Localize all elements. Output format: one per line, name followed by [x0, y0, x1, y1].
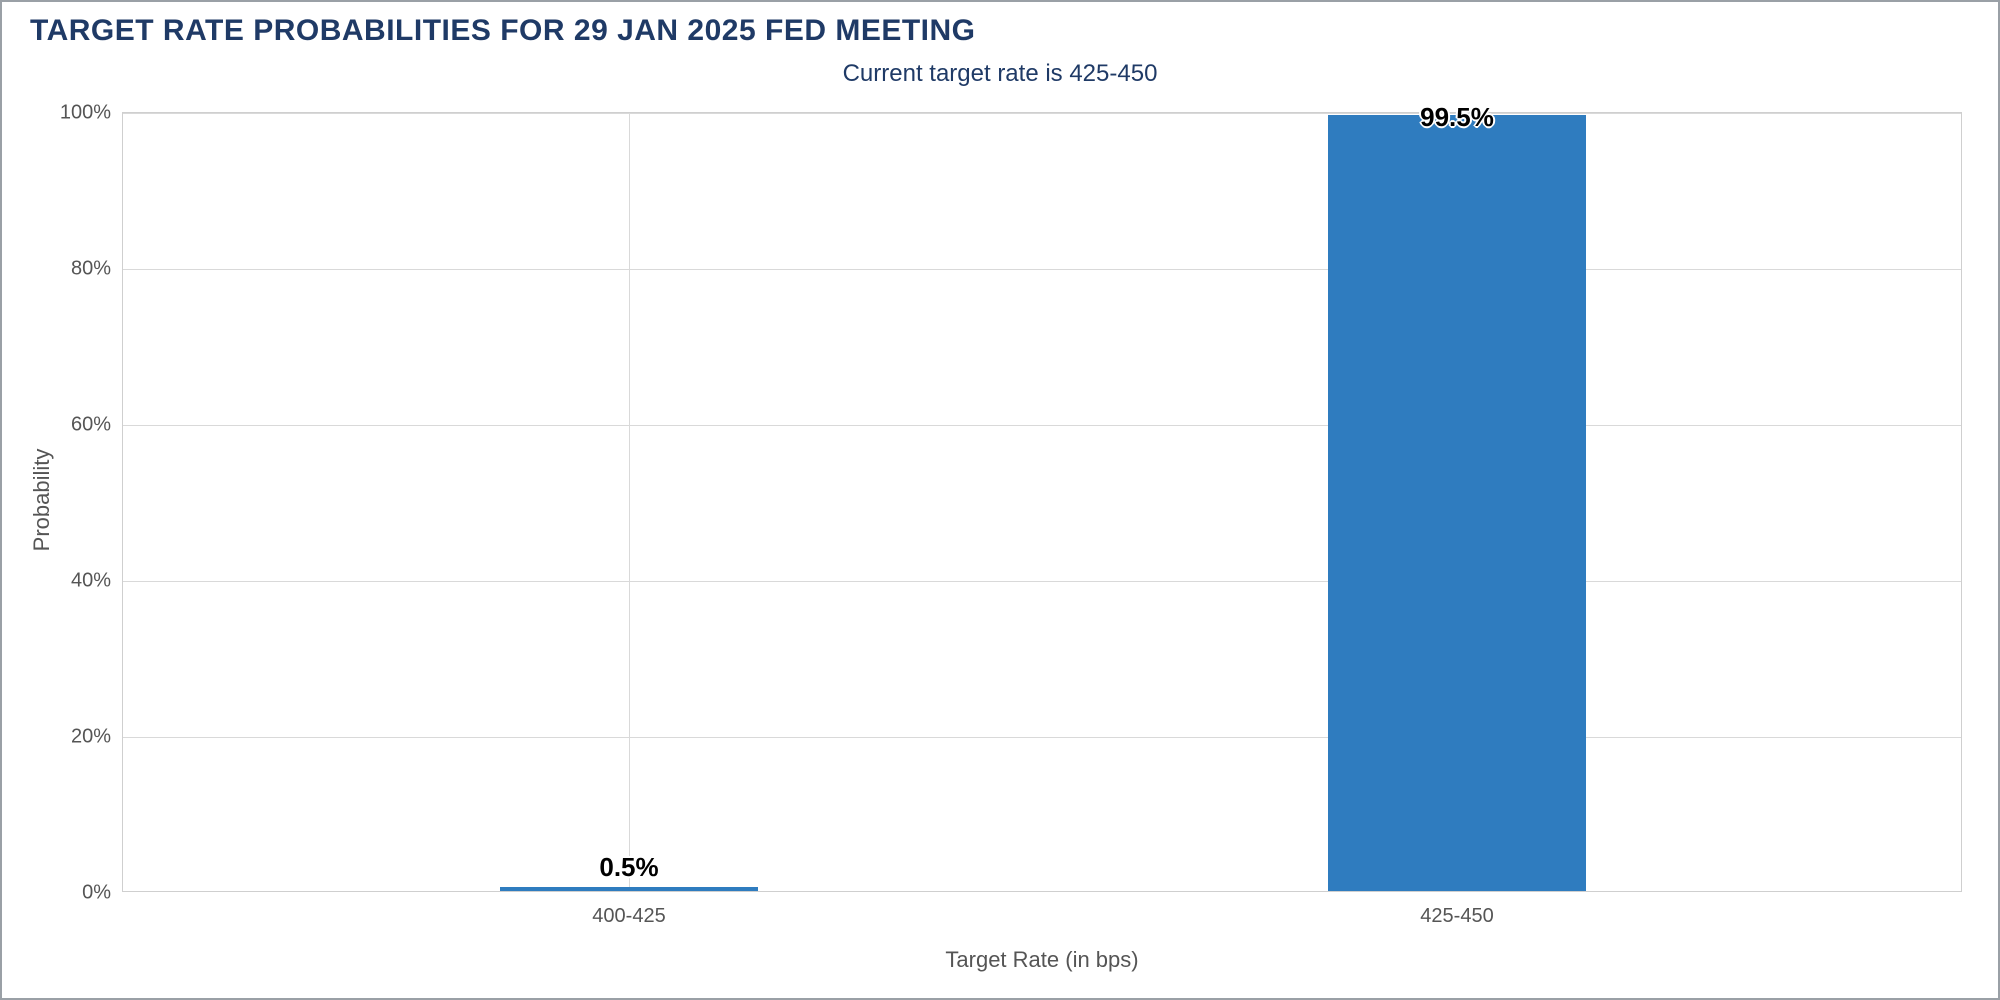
chart-title: TARGET RATE PROBABILITIES FOR 29 JAN 202… — [30, 14, 976, 48]
gridline-horizontal — [123, 425, 1961, 426]
bar-value-label: 99.5% — [1420, 102, 1494, 133]
y-tick-label: 20% — [71, 726, 123, 749]
gridline-horizontal — [123, 737, 1961, 738]
bar-value-label: 0.5% — [599, 852, 658, 883]
gridline-vertical — [629, 113, 630, 891]
bar — [1328, 115, 1586, 891]
chart-frame: TARGET RATE PROBABILITIES FOR 29 JAN 202… — [0, 0, 2000, 1000]
gridline-horizontal — [123, 269, 1961, 270]
y-axis-title: Probability — [29, 449, 55, 552]
y-tick-label: 100% — [60, 102, 123, 125]
y-tick-label: 60% — [71, 414, 123, 437]
x-tick-label: 400-425 — [592, 891, 665, 928]
y-tick-label: 0% — [82, 882, 123, 905]
chart-subtitle: Current target rate is 425-450 — [2, 60, 1998, 88]
gridline-horizontal — [123, 113, 1961, 114]
gridline-horizontal — [123, 581, 1961, 582]
x-tick-label: 425-450 — [1420, 891, 1493, 928]
x-axis-title: Target Rate (in bps) — [945, 947, 1138, 973]
plot-area: 0%20%40%60%80%100%0.5%400-42599.5%425-45… — [122, 112, 1962, 892]
y-tick-label: 80% — [71, 258, 123, 281]
y-tick-label: 40% — [71, 570, 123, 593]
